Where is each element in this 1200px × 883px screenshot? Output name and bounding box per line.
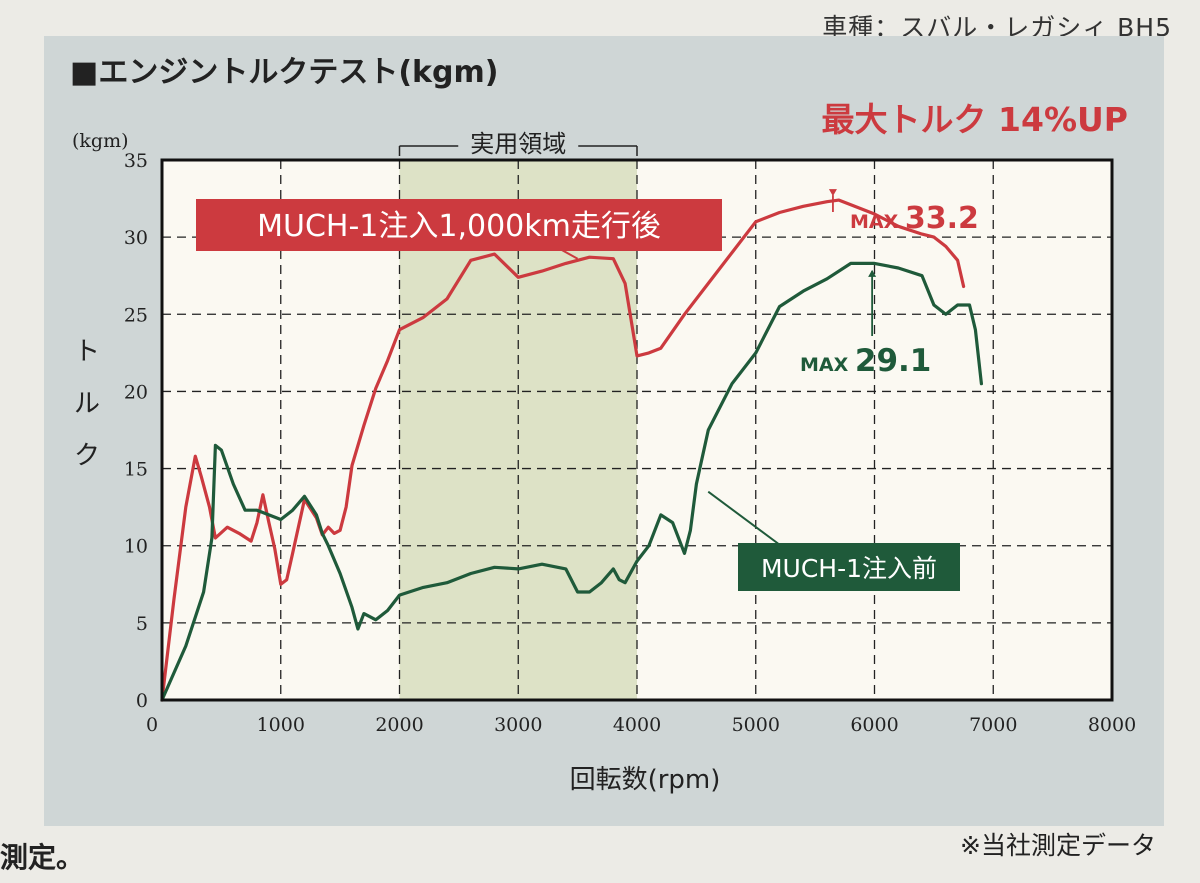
y-tick-label: 30: [124, 227, 148, 249]
max-before-arrowhead: [868, 269, 877, 277]
chart-headline: 最大トルク 14%UP: [822, 100, 1128, 139]
max-after-label: MAX 33.2: [850, 201, 979, 236]
chart-title: ■エンジントルクテスト(kgm): [70, 55, 498, 90]
x-tick-label: 7000: [969, 714, 1017, 736]
legend-box-before: [738, 543, 960, 591]
y-tick-label: 0: [136, 690, 148, 712]
y-axis-unit: (kgm): [72, 130, 129, 152]
legend-leader-before: [707, 490, 781, 546]
x-tick-label: 4000: [613, 714, 661, 736]
plot-frame: [160, 158, 1114, 702]
y-axis-label: トルク: [74, 337, 100, 471]
y-tick-label: 35: [124, 150, 148, 172]
legend-label-after: MUCH-1注入1,000km走行後: [257, 209, 661, 244]
footer-note-left: 測定。: [0, 841, 85, 874]
max-after-arrowhead: [828, 189, 837, 197]
y-tick-label: 25: [124, 304, 148, 326]
y-tick-label: 5: [136, 613, 148, 635]
x-tick-label: 6000: [850, 714, 898, 736]
x-tick-label: 8000: [1088, 714, 1136, 736]
practical-range-label: 実用領域: [470, 130, 566, 158]
legend-label-before: MUCH-1注入前: [761, 554, 937, 583]
x-tick-label: 5000: [732, 714, 780, 736]
x-tick-label: 0: [146, 714, 158, 736]
max-before-label: MAX 29.1: [800, 343, 931, 379]
legend-box-after: [196, 199, 722, 251]
y-tick-label: 20: [124, 381, 148, 403]
y-tick-label: 10: [124, 536, 148, 558]
x-tick-label: 1000: [257, 714, 305, 736]
series-line-before: [160, 261, 984, 702]
y-tick-label: 15: [124, 459, 148, 481]
series-line-after: [160, 198, 966, 702]
footer-note-right: ※当社測定データ: [960, 831, 1156, 860]
x-axis-label: 回転数(rpm): [570, 765, 721, 795]
x-tick-label: 2000: [375, 714, 423, 736]
x-tick-label: 3000: [494, 714, 542, 736]
